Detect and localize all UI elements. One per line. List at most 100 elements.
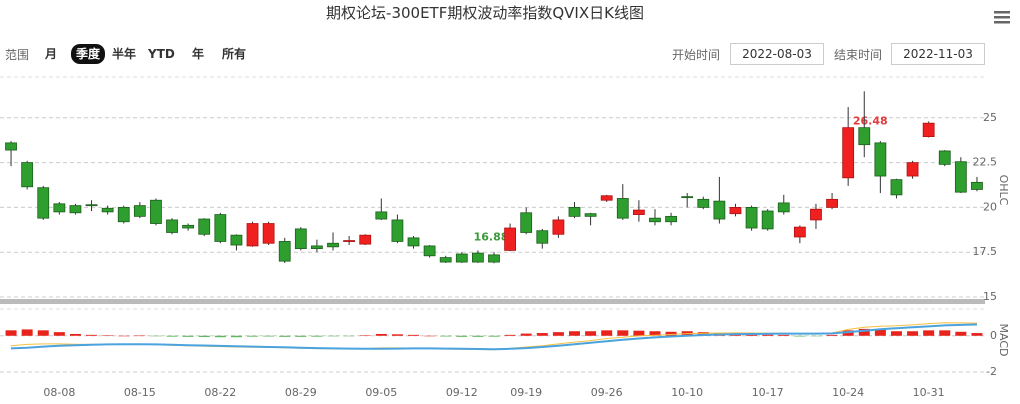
candle-body xyxy=(5,142,17,151)
candle-body xyxy=(745,206,758,229)
candle-body xyxy=(214,214,227,242)
candle-body xyxy=(101,207,114,213)
macd-bar xyxy=(440,335,452,337)
candle-body xyxy=(632,209,645,215)
macd-bar xyxy=(21,329,33,336)
candle-body xyxy=(359,234,372,245)
macd-bar xyxy=(762,334,774,336)
macd-bar xyxy=(53,332,65,336)
y-tick-label: -2 xyxy=(986,365,997,378)
candle-body xyxy=(262,223,275,244)
macd-bar xyxy=(536,333,548,336)
range-button[interactable]: YTD xyxy=(148,47,175,61)
macd-bar xyxy=(424,335,436,337)
candle-body xyxy=(938,150,951,165)
y-tick-label: 22.5 xyxy=(973,156,998,169)
y-axis-label: OHLC xyxy=(997,175,1010,206)
macd-bar xyxy=(552,332,564,336)
y-axis-label: MACD xyxy=(997,324,1010,357)
candle-body xyxy=(793,226,806,238)
candle-body xyxy=(391,219,404,242)
macd-bar xyxy=(955,331,967,336)
candle-body xyxy=(278,241,291,262)
candle-body xyxy=(375,211,388,220)
macd-bar xyxy=(102,335,114,336)
macd-bar xyxy=(697,332,709,336)
macd-bar xyxy=(568,331,580,336)
macd-bar xyxy=(456,335,468,337)
candle-body xyxy=(858,127,871,146)
end-input[interactable]: 2022-11-03 xyxy=(891,43,985,65)
macd-bar xyxy=(633,330,645,336)
macd-bar xyxy=(5,330,17,336)
macd-bar xyxy=(778,334,790,336)
x-tick-label: 10-10 xyxy=(671,386,703,399)
y-tick-label: 17.5 xyxy=(973,245,998,258)
macd-bar xyxy=(907,331,919,336)
macd-bar xyxy=(585,331,597,336)
candle-body xyxy=(954,161,967,193)
candle-body xyxy=(423,245,436,257)
candle-body xyxy=(117,206,130,223)
candle-body xyxy=(842,127,855,179)
x-tick-label: 08-08 xyxy=(43,386,75,399)
extreme-label: 16.88 xyxy=(474,230,509,243)
x-tick-label: 09-05 xyxy=(365,386,397,399)
macd-bar xyxy=(295,335,307,337)
start-input[interactable]: 2022-08-03 xyxy=(730,43,824,65)
macd-bar xyxy=(166,335,178,337)
candle-body xyxy=(536,230,549,244)
macd-bar xyxy=(810,335,822,337)
x-tick-label: 10-24 xyxy=(832,386,864,399)
range-button[interactable]: 所有 xyxy=(222,47,247,61)
menu-icon[interactable] xyxy=(992,8,1012,26)
x-tick-label: 08-15 xyxy=(124,386,156,399)
candle-body xyxy=(166,219,178,233)
extreme-label: 26.48 xyxy=(853,114,888,127)
range-button[interactable]: 月 xyxy=(45,47,58,61)
candle-body xyxy=(906,162,919,177)
navigator-bar xyxy=(0,299,985,304)
macd-bar xyxy=(134,335,146,337)
y-tick-label: 20 xyxy=(983,200,997,213)
macd-bar xyxy=(923,330,935,336)
macd-bar xyxy=(150,335,162,337)
x-tick-label: 10-17 xyxy=(752,386,784,399)
macd-bar xyxy=(617,330,629,336)
macd-bar xyxy=(86,334,98,336)
candle-body xyxy=(198,218,211,235)
macd-bar xyxy=(939,330,951,336)
candle-body xyxy=(439,257,452,263)
candle-body xyxy=(407,237,420,247)
range-button[interactable]: 半年 xyxy=(112,47,137,61)
macd-bar xyxy=(182,335,194,337)
candle-body xyxy=(472,252,484,263)
candle-body xyxy=(665,215,677,223)
macd-bar xyxy=(230,335,242,338)
macd-bar xyxy=(247,335,259,337)
candle-body xyxy=(182,224,195,229)
candle-body xyxy=(327,242,339,248)
y-tick-label: 25 xyxy=(983,111,997,124)
candle-body xyxy=(504,227,516,251)
macd-bar xyxy=(601,330,613,336)
macd-bar xyxy=(826,334,838,336)
chart-title: 期权论坛-300ETF期权波动率指数QVIX日K线图 xyxy=(326,4,644,22)
candle-body xyxy=(246,223,259,247)
x-tick-label: 08-29 xyxy=(285,386,317,399)
range-button[interactable]: 季度 xyxy=(71,44,106,64)
candle-body xyxy=(53,203,66,213)
candle-body xyxy=(37,187,50,219)
candle-body xyxy=(230,234,243,246)
x-tick-label: 09-26 xyxy=(591,386,623,399)
start-label: 开始时间 xyxy=(672,48,721,62)
candle-body xyxy=(761,210,774,230)
x-tick-label: 09-12 xyxy=(446,386,478,399)
range-button[interactable]: 年 xyxy=(192,47,205,61)
macd-bar xyxy=(794,335,806,337)
macd-bar xyxy=(391,334,403,336)
macd-bar xyxy=(279,335,291,337)
x-tick-label: 10-31 xyxy=(913,386,945,399)
